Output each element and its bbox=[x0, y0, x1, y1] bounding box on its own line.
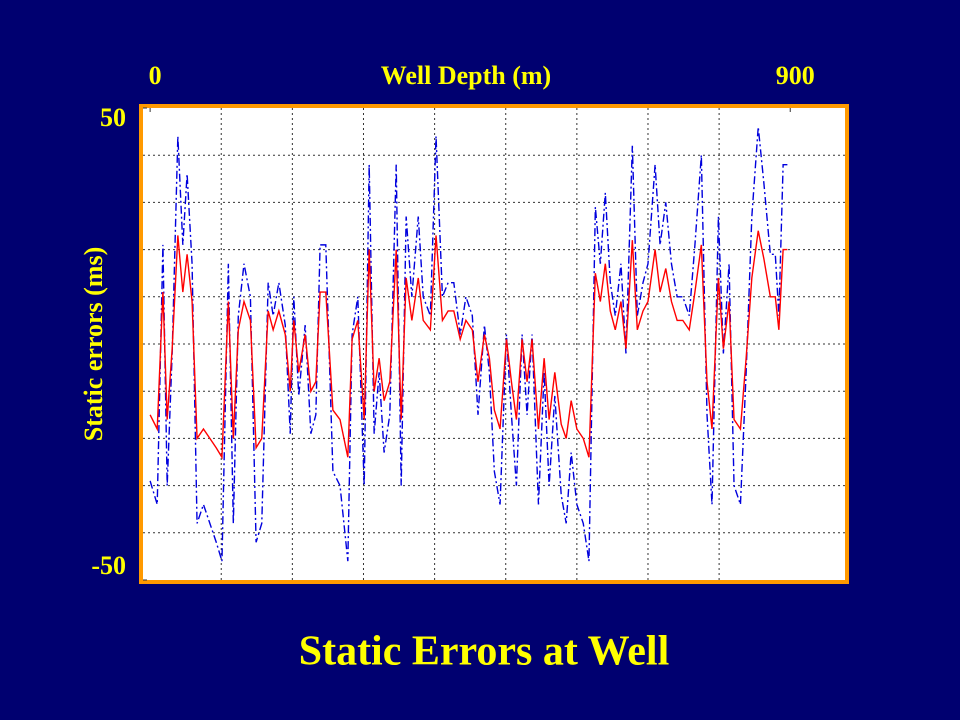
x-axis-label: Well Depth (m) bbox=[381, 61, 551, 90]
x-tick-label: 900 bbox=[776, 61, 815, 90]
y-tick-label: 50 bbox=[100, 103, 126, 132]
x-tick-label: 0 bbox=[149, 61, 162, 90]
y-tick-label: -50 bbox=[91, 551, 126, 580]
data-line bbox=[149, 230, 788, 460]
chart-title: Static Errors at Well bbox=[299, 629, 670, 675]
y-axis-label: Static errors (ms) bbox=[79, 247, 108, 441]
data-line bbox=[149, 126, 788, 562]
